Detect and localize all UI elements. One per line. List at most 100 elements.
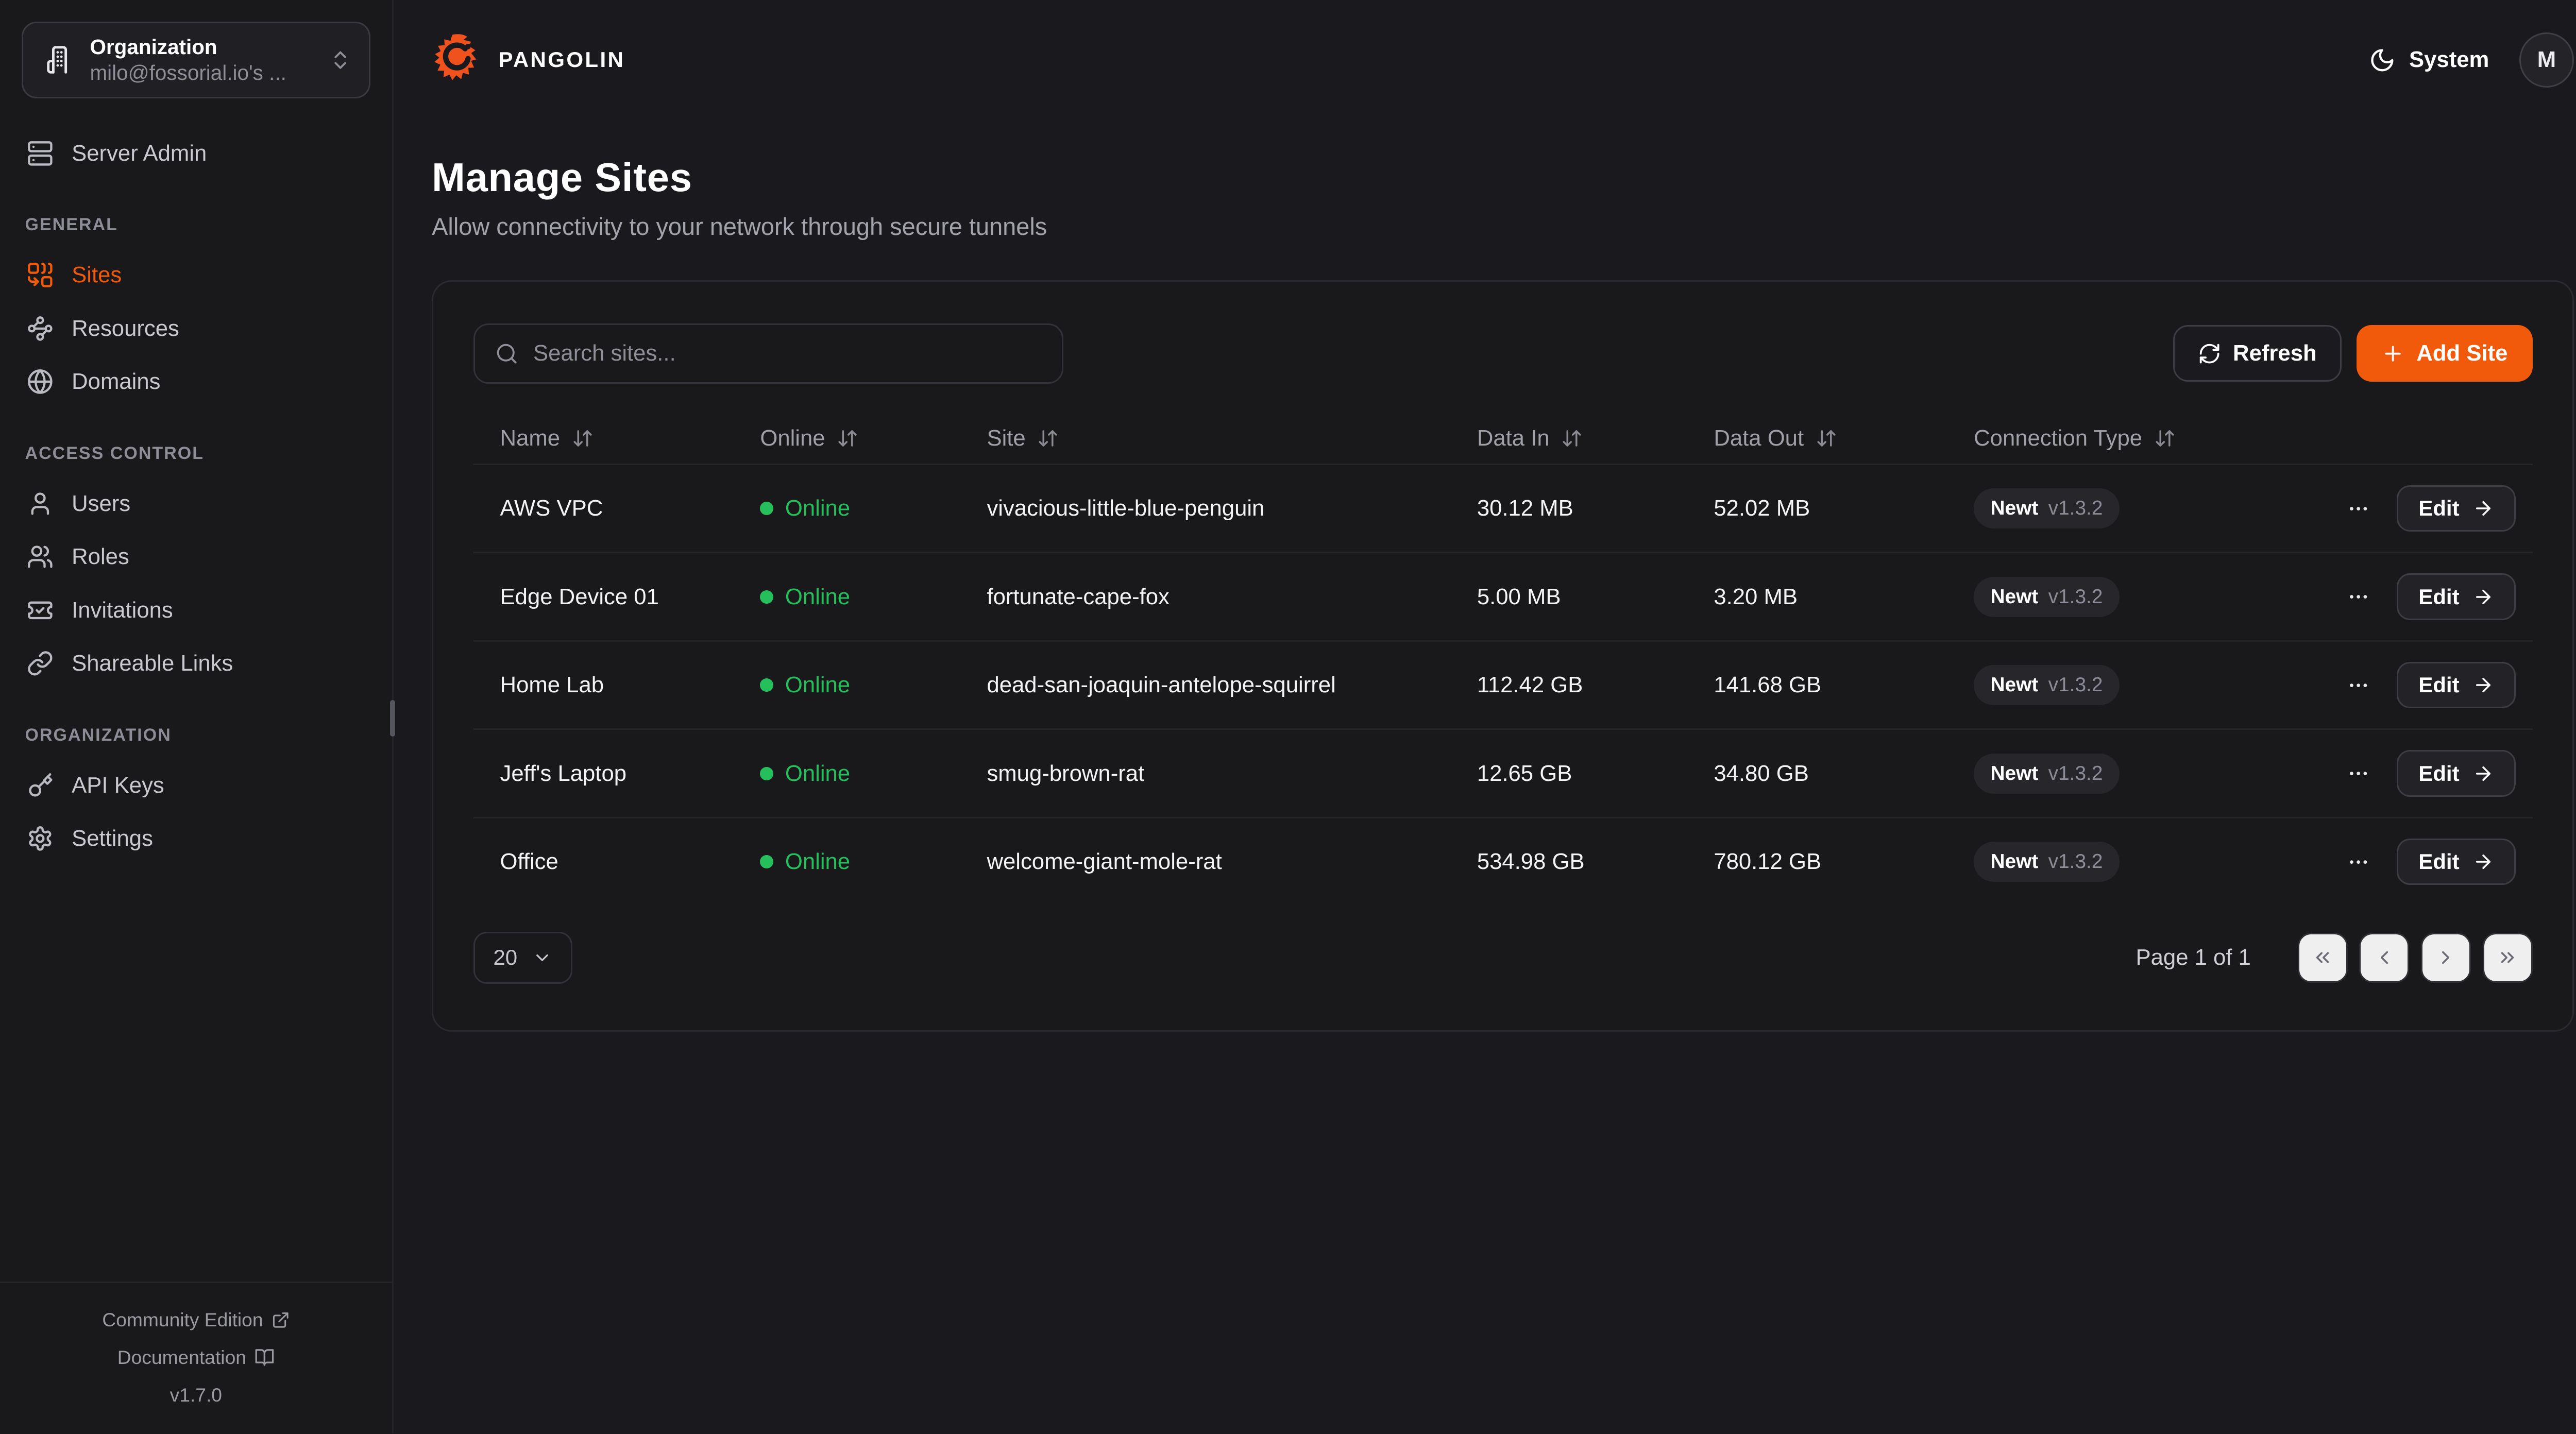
avatar-initial: M <box>2537 47 2556 73</box>
page-subtitle: Allow connectivity to your network throu… <box>432 213 1047 240</box>
sidebar-resize-handle[interactable] <box>390 700 396 737</box>
edit-button[interactable]: Edit <box>2397 750 2516 797</box>
key-icon <box>27 772 54 799</box>
cell-data-in: 5.00 MB <box>1477 584 1561 609</box>
cell-data-in: 112.42 GB <box>1477 672 1583 698</box>
cell-name: AWS VPC <box>500 496 603 521</box>
sidebar-item-settings[interactable]: Settings <box>22 814 370 864</box>
next-page-button[interactable] <box>2420 932 2471 983</box>
sort-icon <box>572 428 594 449</box>
ticket-check-icon <box>27 597 54 624</box>
page-size-select[interactable]: 20 <box>473 932 572 984</box>
sidebar-item-server-admin[interactable]: Server Admin <box>22 128 370 178</box>
search-icon <box>495 342 518 365</box>
cell-data-out: 34.80 GB <box>1714 760 1809 786</box>
arrow-right-icon <box>2472 851 2494 873</box>
link-icon <box>27 650 54 677</box>
sidebar-item-shareable-links[interactable]: Shareable Links <box>22 639 370 689</box>
cell-site: welcome-giant-mole-rat <box>987 849 1222 875</box>
user-icon <box>27 490 54 517</box>
sidebar-item-label: Server Admin <box>72 140 207 166</box>
add-site-label: Add Site <box>2416 340 2508 366</box>
arrow-right-icon <box>2472 586 2494 608</box>
chevron-down-icon <box>532 948 552 968</box>
sidebar-item-label: API Keys <box>72 772 164 798</box>
table-row: Edge Device 01 Online fortunate-cape-fox… <box>473 552 2533 640</box>
users-icon <box>27 543 54 570</box>
sidebar-item-label: Users <box>72 490 131 516</box>
toolbar: Refresh Add Site <box>473 323 2533 384</box>
cell-site: dead-san-joaquin-antelope-squirrel <box>987 672 1336 698</box>
row-menu-button[interactable] <box>2347 497 2370 520</box>
book-open-icon <box>255 1347 275 1368</box>
first-page-button[interactable] <box>2297 932 2348 983</box>
documentation-link[interactable]: Documentation <box>13 1339 379 1376</box>
sidebar-item-resources[interactable]: Resources <box>22 303 370 353</box>
sidebar-item-invitations[interactable]: Invitations <box>22 585 370 635</box>
plus-icon <box>2381 342 2404 365</box>
online-dot-icon <box>760 590 774 604</box>
sort-icon <box>1816 428 1837 449</box>
sidebar-item-label: Domains <box>72 369 161 395</box>
building-icon <box>43 45 73 75</box>
sidebar: Organization milo@fossorial.io's ... Ser… <box>0 0 396 1433</box>
moon-icon <box>2369 47 2396 74</box>
cell-name: Jeff's Laptop <box>500 760 627 786</box>
cell-data-out: 141.68 GB <box>1714 672 1822 698</box>
page-header: Manage Sites Allow connectivity to your … <box>432 155 2574 241</box>
sidebar-item-label: Sites <box>72 262 122 288</box>
row-menu-button[interactable] <box>2347 585 2370 608</box>
sidebar-item-label: Settings <box>72 826 153 851</box>
edit-button[interactable]: Edit <box>2397 838 2516 885</box>
sidebar-item-users[interactable]: Users <box>22 479 370 528</box>
last-page-button[interactable] <box>2482 932 2533 983</box>
main-area: PANGOLIN System M Manage Sites Allow con… <box>394 0 2576 1433</box>
refresh-button[interactable]: Refresh <box>2173 325 2342 382</box>
row-menu-button[interactable] <box>2347 762 2370 785</box>
online-dot-icon <box>760 502 774 516</box>
column-header-data-out[interactable]: Data Out <box>1687 425 1947 451</box>
column-header-site[interactable]: Site <box>960 425 1450 451</box>
cell-site: smug-brown-rat <box>987 760 1145 786</box>
org-switcher-text: Organization milo@fossorial.io's ... <box>90 34 312 86</box>
theme-toggle[interactable]: System <box>2369 47 2489 74</box>
cell-name: Home Lab <box>500 672 604 698</box>
edit-button[interactable]: Edit <box>2397 661 2516 709</box>
org-switcher-value: milo@fossorial.io's ... <box>90 61 286 85</box>
row-menu-button[interactable] <box>2347 674 2370 697</box>
sidebar-section-organization: Organization <box>25 725 172 745</box>
topbar: PANGOLIN System M <box>432 0 2574 120</box>
pangolin-logo-icon <box>432 31 483 89</box>
avatar[interactable]: M <box>2519 32 2574 88</box>
arrow-right-icon <box>2472 674 2494 696</box>
row-menu-button[interactable] <box>2347 850 2370 874</box>
app-version: v1.7.0 <box>170 1384 223 1406</box>
column-header-online[interactable]: Online <box>734 425 960 451</box>
org-switcher[interactable]: Organization milo@fossorial.io's ... <box>22 22 370 98</box>
cell-data-out: 52.02 MB <box>1714 496 1810 521</box>
cell-site: fortunate-cape-fox <box>987 584 1170 609</box>
community-edition-link[interactable]: Community Edition <box>13 1301 379 1339</box>
page-title: Manage Sites <box>432 155 692 200</box>
sidebar-item-api-keys[interactable]: API Keys <box>22 760 370 810</box>
column-header-name[interactable]: Name <box>473 425 734 451</box>
sort-icon <box>1037 428 1059 449</box>
column-header-connection-type[interactable]: Connection Type <box>1947 425 2330 451</box>
search-input[interactable] <box>533 340 1042 367</box>
brand-logo[interactable]: PANGOLIN <box>432 31 625 89</box>
refresh-label: Refresh <box>2233 340 2317 366</box>
sidebar-item-sites[interactable]: Sites <box>22 250 370 300</box>
sidebar-item-domains[interactable]: Domains <box>22 357 370 407</box>
community-edition-label: Community Edition <box>102 1309 263 1331</box>
waypoints-icon <box>27 315 54 342</box>
sidebar-item-roles[interactable]: Roles <box>22 532 370 582</box>
sites-table: Name Online Site Data In Data Out <box>473 414 2533 906</box>
pager-buttons <box>2297 932 2533 983</box>
search-box <box>473 323 1064 384</box>
add-site-button[interactable]: Add Site <box>2357 325 2533 382</box>
previous-page-button[interactable] <box>2359 932 2410 983</box>
column-header-data-in[interactable]: Data In <box>1450 425 1687 451</box>
edit-button[interactable]: Edit <box>2397 573 2516 620</box>
edit-button[interactable]: Edit <box>2397 485 2516 532</box>
table-row: Jeff's Laptop Online smug-brown-rat 12.6… <box>473 728 2533 817</box>
